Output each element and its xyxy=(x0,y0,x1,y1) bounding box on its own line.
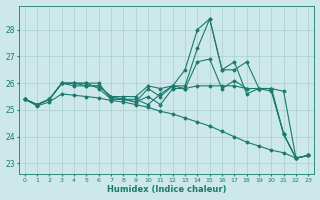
X-axis label: Humidex (Indice chaleur): Humidex (Indice chaleur) xyxy=(107,185,226,194)
